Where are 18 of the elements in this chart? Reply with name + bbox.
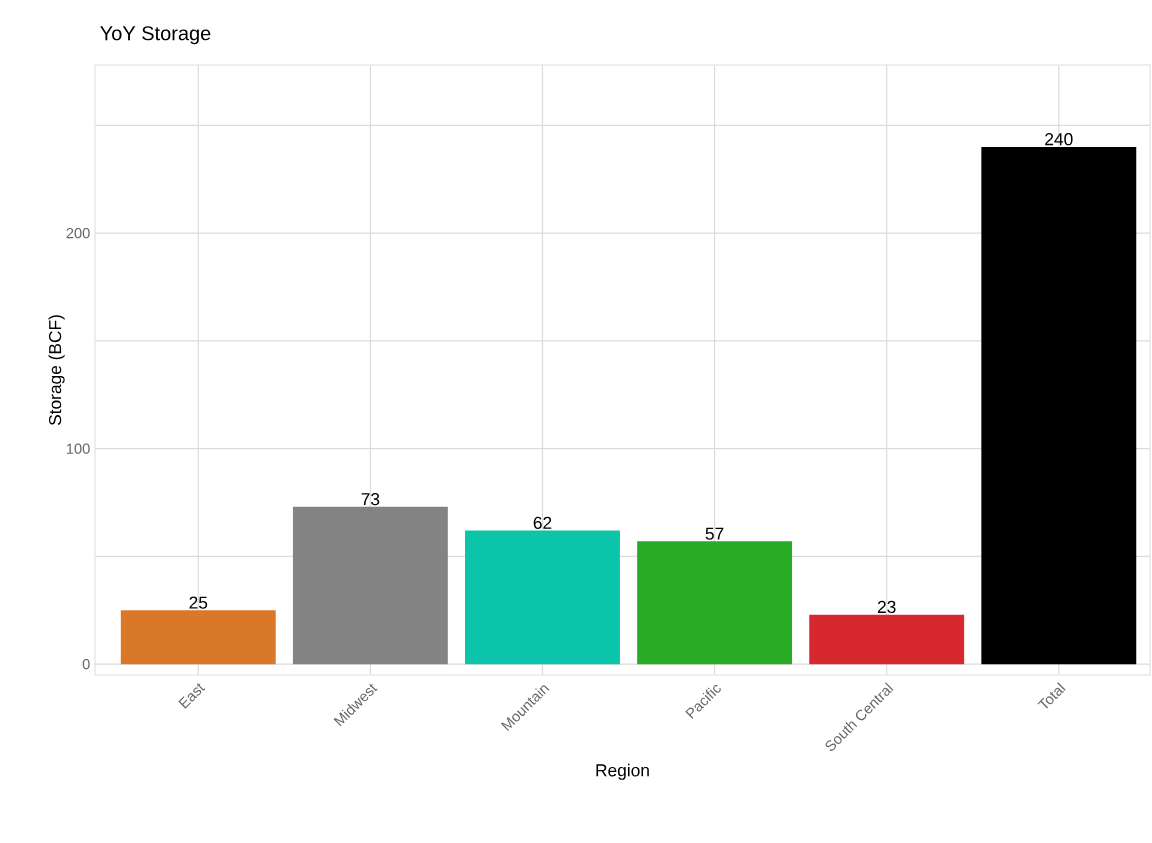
- y-tick-label: 0: [82, 659, 90, 670]
- bar: [981, 146, 1137, 665]
- bar: [637, 541, 793, 665]
- data-label: 73: [361, 492, 380, 506]
- x-axis-title: Region: [596, 763, 649, 780]
- data-label: 62: [533, 516, 552, 529]
- bar: [465, 530, 620, 665]
- y-tick-label: 200: [66, 227, 90, 239]
- y-axis-title: Storage (BCF): [48, 315, 65, 426]
- data-label: 25: [189, 596, 208, 609]
- data-label: 57: [705, 527, 724, 540]
- bar: [292, 506, 448, 665]
- y-tick-label: 100: [66, 443, 90, 454]
- bar: [809, 614, 965, 665]
- data-label: 240: [1045, 133, 1073, 146]
- bar: [120, 610, 276, 665]
- chart-title: YoY Storage: [100, 26, 211, 45]
- data-label: 23: [877, 600, 896, 614]
